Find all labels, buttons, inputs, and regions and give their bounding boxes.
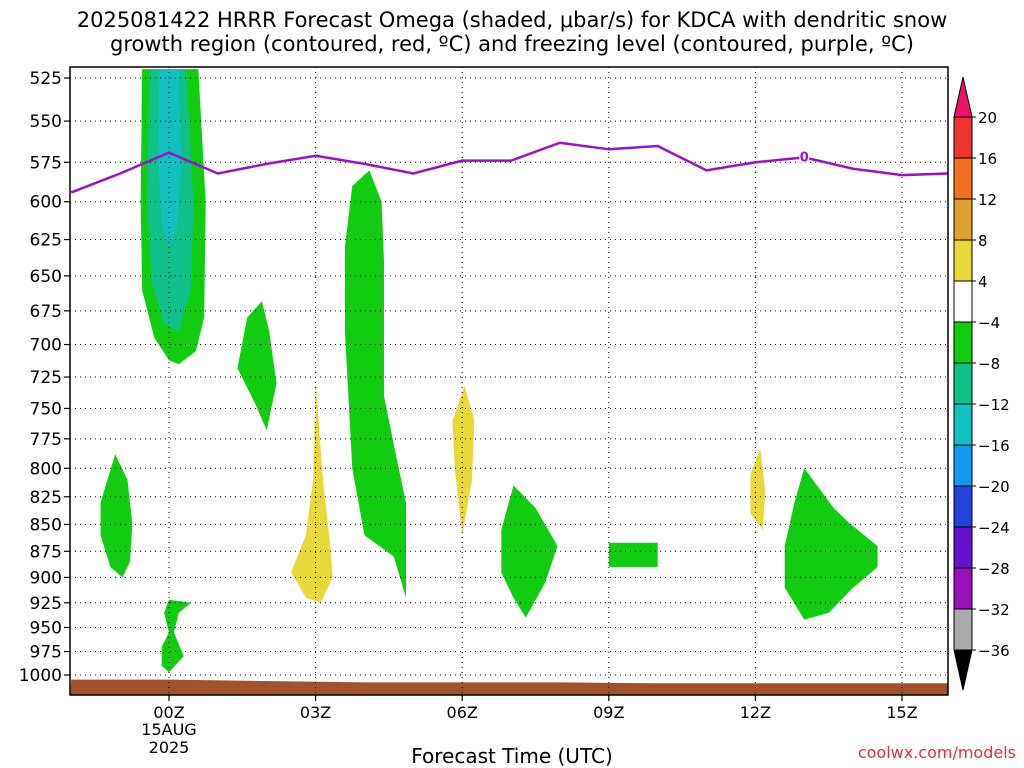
x-tick-sublabel-date: 15AUG [141, 720, 196, 739]
x-tick-label-6: 06Z [447, 703, 478, 722]
colorbar-label-1: 16 [978, 150, 997, 168]
plot-fill-layer [70, 69, 948, 695]
colorbar-label-3: 8 [978, 232, 988, 250]
colorbar-label-12: −32 [978, 601, 1010, 619]
colorbar-box-13 [953, 608, 973, 651]
y-tick-label-575: 575 [30, 153, 62, 173]
colorbar-label-2: 12 [978, 191, 997, 209]
chart-title-line1: 2025081422 HRRR Forecast Omega (shaded, … [76, 8, 948, 32]
plot-lines: 0 [70, 141, 949, 194]
freezing-level-label: 0 [800, 150, 809, 165]
y-axis: 525 550 575 600 625 650 675 700 725 750 775 800 825 8… [19, 69, 70, 686]
y-tick-label-525: 525 [30, 69, 62, 89]
colorbar-label-10: −24 [978, 519, 1010, 537]
y-tick-label-550: 550 [30, 112, 62, 132]
omega-region-green-4 [100, 454, 133, 578]
omega-region-green-9 [501, 485, 558, 618]
y-tick-label-950: 950 [30, 618, 62, 638]
x-tick-label-12: 12Z [740, 703, 771, 722]
y-tick-label-875: 875 [30, 542, 62, 562]
colorbar-label-6: −8 [978, 355, 1000, 373]
y-tick-label-900: 900 [30, 568, 62, 588]
colorbar-box-11 [953, 526, 973, 569]
y-tick-label-700: 700 [30, 336, 62, 356]
y-tick-label-800: 800 [30, 459, 62, 479]
colorbar-box-7 [953, 362, 973, 405]
colorbar-box-12 [953, 567, 973, 610]
colorbar-label-4: 4 [978, 273, 988, 291]
x-tick-label-3: 03Z [300, 703, 331, 722]
colorbar-box-4 [953, 239, 973, 282]
plot-frame [69, 66, 949, 696]
colorbar-box-2 [953, 157, 973, 200]
y-tick-label-725: 725 [30, 368, 62, 388]
colorbar-label-13: −36 [978, 642, 1010, 660]
y-tick-label-975: 975 [30, 643, 62, 663]
colorbar-label-9: −20 [978, 478, 1010, 496]
y-tick-label-625: 625 [30, 231, 62, 251]
x-tick-label-15: 15Z [886, 703, 917, 722]
colorbar-label-11: −28 [978, 560, 1010, 578]
x-tick-label-0: 00Z [153, 703, 184, 722]
y-tick-label-825: 825 [30, 488, 62, 508]
y-tick-label-600: 600 [30, 193, 62, 213]
terrain-fill [70, 679, 948, 695]
y-tick-label-675: 675 [30, 302, 62, 322]
colorbar-box-1 [953, 116, 973, 159]
omega-region-green-10 [608, 542, 658, 568]
y-tick-label-775: 775 [30, 430, 62, 450]
colorbar-box-9 [953, 444, 973, 487]
omega-region-green-5 [161, 599, 191, 673]
x-tick-label-9: 09Z [593, 703, 624, 722]
colorbar-label-7: −12 [978, 396, 1010, 414]
omega-region-green-6 [344, 170, 407, 598]
colorbar-box-6 [953, 321, 973, 364]
chart-title-line2: growth region (contoured, red, ºC) and f… [110, 32, 914, 56]
omega-region-green-12 [784, 468, 878, 620]
omega-region-yellow-8 [452, 385, 475, 536]
colorbar-box-3 [953, 198, 973, 241]
omega-region-yellow-7 [291, 380, 333, 603]
colorbar-box-8 [953, 403, 973, 446]
colorbar: 20 16 12 8 4 −4 −8 −12 −16 −20 −24 −28 −32 −36 [953, 76, 1010, 691]
site-credit: coolwx.com/models [857, 743, 1016, 762]
y-tick-label-925: 925 [30, 594, 62, 614]
y-tick-label-850: 850 [30, 515, 62, 535]
y-tick-label-1000: 1000 [19, 666, 62, 686]
omega-region-yellow-11 [750, 448, 766, 530]
colorbar-label-5: −4 [978, 314, 1000, 332]
y-tick-label-750: 750 [30, 399, 62, 419]
colorbar-bottom-arrow [953, 649, 973, 691]
colorbar-label-0: 20 [978, 109, 997, 127]
omega-region-green-3 [237, 301, 277, 431]
x-tick-sublabel-year: 2025 [149, 738, 190, 757]
y-tick-label-650: 650 [30, 267, 62, 287]
x-axis-title: Forecast Time (UTC) [411, 744, 613, 768]
colorbar-label-8: −16 [978, 437, 1010, 455]
colorbar-top-arrow [953, 76, 973, 118]
freezing-level-label-bg [799, 149, 810, 163]
colorbar-box-10 [953, 485, 973, 528]
colorbar-box-5 [953, 280, 973, 323]
omega-region-cyan-2 [158, 69, 182, 247]
